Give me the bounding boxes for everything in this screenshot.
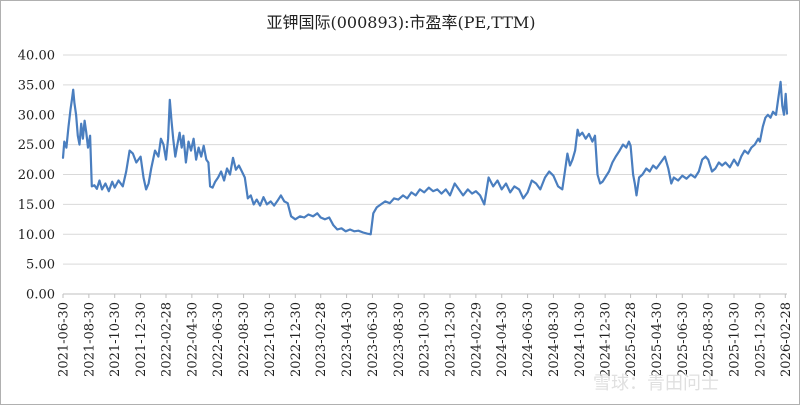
y-tick-label: 10.00	[18, 228, 55, 243]
x-tick-label: 2024-08-30	[547, 302, 562, 377]
x-tick-label: 2025-04-30	[650, 302, 665, 377]
y-axis-ticks: 0.00 5.00 10.00 15.00 20.00 25.00 30.00 35.00 40…	[18, 49, 55, 303]
x-tick-label: 2022-04-30	[185, 302, 200, 377]
grid-lines	[63, 54, 787, 295]
x-axis-ticks: 2021-06-30 2021-08-30 2021-10-30 2021-12-30…	[57, 294, 794, 377]
x-tick-label: 2025-10-30	[728, 302, 743, 377]
chart-title: 亚钾国际(000893):市盈率(PE,TTM)	[267, 13, 536, 32]
y-tick-label: 5.00	[26, 258, 55, 273]
x-tick-label: 2023-10-30	[418, 302, 433, 377]
x-tick-label: 2022-10-30	[263, 302, 278, 377]
x-tick-label: 2026-02-28	[779, 302, 794, 377]
x-tick-label: 2021-12-30	[134, 302, 149, 377]
x-tick-label: 2024-12-30	[599, 302, 614, 377]
x-tick-label: 2025-06-30	[676, 302, 691, 377]
x-tick-label: 2022-08-30	[237, 302, 252, 377]
y-tick-label: 15.00	[18, 198, 55, 213]
x-tick-label: 2023-02-28	[314, 302, 329, 377]
y-tick-label: 25.00	[18, 138, 55, 153]
x-tick-label: 2023-12-30	[444, 302, 459, 377]
x-tick-label: 2024-06-30	[521, 302, 536, 377]
x-tick-label: 2024-04-30	[495, 302, 510, 377]
x-tick-label: 2025-02-28	[624, 302, 639, 377]
x-tick-label: 2022-12-30	[289, 302, 304, 377]
x-tick-label: 2024-02-29	[469, 302, 484, 377]
x-tick-label: 2025-12-30	[753, 302, 768, 377]
x-tick-label: 2023-08-30	[392, 302, 407, 377]
x-tick-label: 2024-10-30	[573, 302, 588, 377]
watermark-text: 雪球：青田问士	[593, 373, 719, 394]
x-tick-label: 2021-06-30	[57, 302, 72, 377]
y-tick-label: 35.00	[18, 78, 55, 93]
x-tick-label: 2022-02-28	[160, 302, 175, 377]
x-tick-label: 2023-06-30	[366, 302, 381, 377]
x-tick-label: 2021-10-30	[108, 302, 123, 377]
pe-ttm-series-line	[61, 80, 789, 236]
x-tick-label: 2025-08-30	[702, 302, 717, 377]
x-tick-label: 2021-08-30	[82, 302, 97, 377]
y-tick-label: 0.00	[26, 288, 55, 303]
y-tick-label: 40.00	[18, 49, 55, 64]
series-layer	[61, 80, 789, 236]
x-tick-label: 2023-04-30	[340, 302, 355, 377]
y-tick-label: 30.00	[18, 108, 55, 123]
x-tick-label: 2022-06-30	[211, 302, 226, 377]
y-tick-label: 20.00	[18, 168, 55, 183]
